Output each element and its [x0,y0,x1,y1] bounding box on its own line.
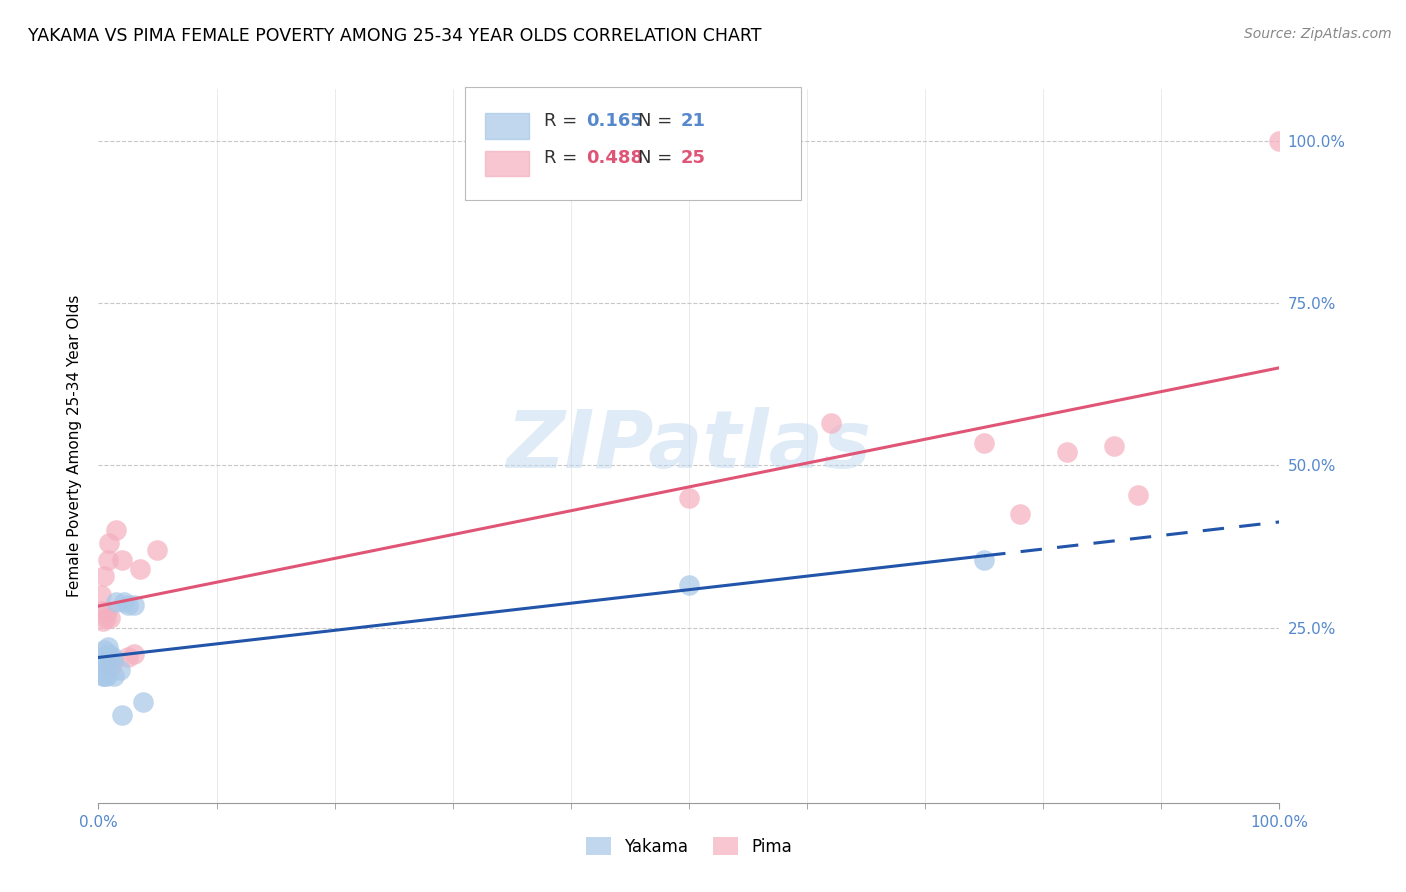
Point [98,653,121,667]
Point [128,562,150,576]
Point [146,542,169,557]
Point [973,435,995,450]
Text: 25: 25 [681,149,706,167]
Legend: Yakama, Pima: Yakama, Pima [579,830,799,863]
Point [98,536,121,550]
Point [1008,507,1031,521]
Text: YAKAMA VS PIMA FEMALE POVERTY AMONG 25-34 YEAR OLDS CORRELATION CHART: YAKAMA VS PIMA FEMALE POVERTY AMONG 25-3… [28,27,762,45]
Point [97,552,120,566]
FancyBboxPatch shape [485,113,530,139]
Point [103,653,125,667]
Point [678,578,700,592]
FancyBboxPatch shape [485,151,530,177]
Point [122,598,145,612]
Point [100,659,122,673]
Text: 0.488: 0.488 [586,149,644,167]
Point [93,657,115,671]
Point [108,663,131,677]
Point [93,643,115,657]
Point [105,524,128,538]
Point [91,604,114,618]
Text: N =: N = [638,112,678,129]
Point [93,568,115,582]
Point [973,552,995,566]
Point [103,669,125,683]
Point [132,695,155,709]
Y-axis label: Female Poverty Among 25-34 Year Olds: Female Poverty Among 25-34 Year Olds [67,295,83,597]
Point [111,708,134,723]
Point [678,491,700,505]
Text: R =: R = [544,112,582,129]
Point [112,595,135,609]
Point [90,588,112,602]
Point [91,669,114,683]
Point [91,649,114,664]
Point [91,614,114,628]
Point [94,657,117,671]
Point [117,649,139,664]
Point [1126,488,1149,502]
Point [117,598,139,612]
Point [101,649,124,664]
Point [96,604,118,618]
Point [98,611,121,625]
Point [98,647,121,661]
Text: Source: ZipAtlas.com: Source: ZipAtlas.com [1244,27,1392,41]
Point [1056,445,1078,459]
Point [96,669,118,683]
Point [97,640,120,654]
Point [111,552,134,566]
FancyBboxPatch shape [464,87,801,200]
Text: 21: 21 [681,112,706,129]
Text: N =: N = [638,149,678,167]
Text: ZIPatlas: ZIPatlas [506,407,872,485]
Text: 0.165: 0.165 [586,112,643,129]
Point [122,647,145,661]
Point [93,669,115,683]
Point [1102,439,1125,453]
Point [820,417,842,431]
Point [94,611,117,625]
Point [1268,134,1291,148]
Text: R =: R = [544,149,582,167]
Point [105,595,128,609]
